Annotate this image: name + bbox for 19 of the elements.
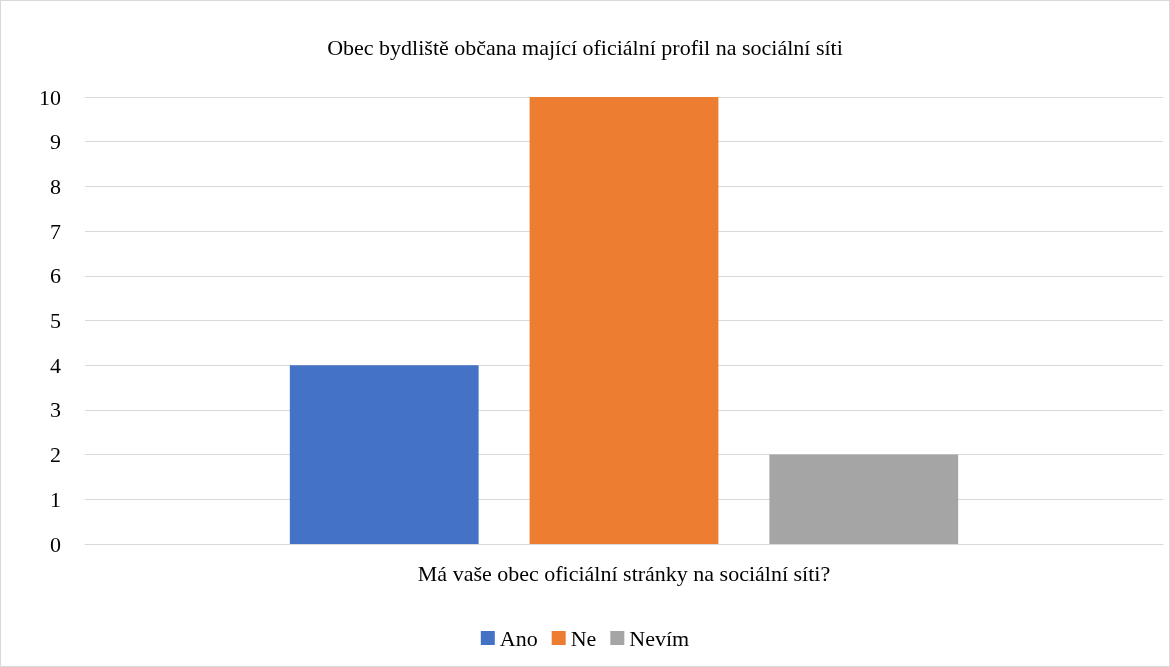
- y-tick-label: 6: [50, 263, 61, 289]
- y-tick-label: 4: [50, 352, 61, 378]
- y-tick-label: 8: [50, 173, 61, 199]
- bar: [769, 454, 959, 544]
- y-tick-label: 7: [50, 218, 61, 244]
- bar: [529, 97, 719, 544]
- y-tick-label: 9: [50, 129, 61, 155]
- y-tick-label: 0: [50, 531, 61, 557]
- chart-title: Obec bydliště občana mající oficiální profil na sociální síti: [327, 34, 843, 60]
- y-tick-label: 3: [50, 397, 61, 423]
- legend-label: Ne: [570, 625, 597, 651]
- x-tick-label: Má vaše obec oficiální stránky na sociální síti?: [417, 560, 831, 586]
- legend-label: Ano: [499, 625, 538, 651]
- y-tick-label: 2: [50, 442, 61, 468]
- bar: [289, 365, 479, 544]
- y-tick-label: 1: [50, 486, 61, 512]
- y-tick-label: 10: [39, 84, 61, 110]
- y-tick-label: 5: [50, 308, 61, 333]
- legend-label: Nevím: [629, 625, 690, 651]
